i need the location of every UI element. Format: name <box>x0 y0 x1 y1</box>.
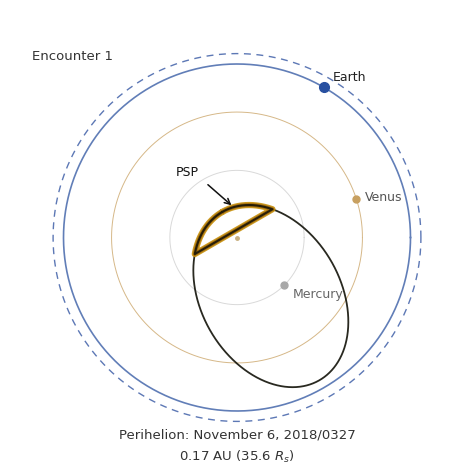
Text: Mercury: Mercury <box>293 288 344 302</box>
Text: Venus: Venus <box>365 190 402 203</box>
Text: PSP: PSP <box>176 166 199 180</box>
Text: Encounter 1: Encounter 1 <box>32 50 113 63</box>
Text: 0.17 AU (35.6 $R_s$): 0.17 AU (35.6 $R_s$) <box>179 449 295 466</box>
Text: Earth: Earth <box>332 71 366 84</box>
Text: Perihelion: November 6, 2018/0327: Perihelion: November 6, 2018/0327 <box>118 428 356 441</box>
